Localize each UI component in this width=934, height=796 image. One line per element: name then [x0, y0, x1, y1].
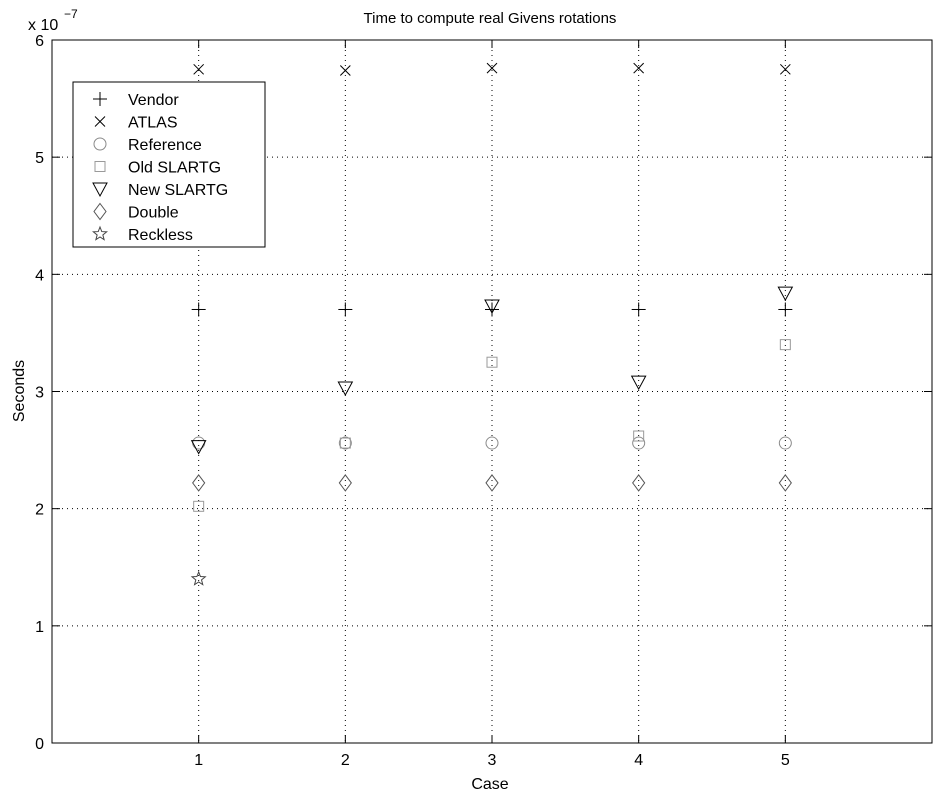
x-tick-label: 1	[194, 752, 203, 769]
data-point	[633, 62, 645, 74]
legend-label: Double	[128, 205, 179, 222]
legend-label: Reference	[128, 137, 202, 154]
legend-label: Old SLARTG	[128, 160, 221, 177]
legend-label: New SLARTG	[128, 182, 228, 199]
data-point	[191, 302, 206, 317]
y-tick-label: 1	[35, 619, 44, 636]
data-point	[632, 474, 646, 492]
y-tick-label: 6	[35, 33, 44, 50]
data-point	[779, 339, 791, 351]
legend-marker	[93, 202, 107, 221]
data-point	[777, 286, 794, 302]
legend-marker	[92, 225, 108, 241]
axes	[51, 39, 933, 744]
data-point	[778, 436, 792, 450]
data-point	[190, 570, 207, 586]
y-tick-label: 2	[35, 502, 44, 519]
data-point	[632, 436, 646, 450]
data-point	[339, 65, 351, 76]
legend: Vendor ATLAS Reference Old SLARTG New SLARTG…	[72, 81, 266, 248]
x-axis-label: Case	[471, 776, 508, 793]
data-point	[778, 302, 793, 317]
data-point	[193, 63, 205, 75]
x-tick-label: 4	[634, 752, 643, 769]
y-tick-label: 5	[35, 150, 44, 167]
data-point	[484, 299, 500, 315]
data-point	[778, 474, 792, 492]
data-point	[485, 302, 499, 317]
legend-label: ATLAS	[128, 115, 178, 132]
y-tick-label: 4	[35, 267, 44, 284]
legend-marker	[93, 92, 107, 106]
x-tick-label: 5	[781, 752, 790, 769]
data-point	[338, 302, 353, 317]
legend-items: Vendor ATLAS Reference Old SLARTG New SLARTG…	[92, 92, 228, 244]
legend-marker	[92, 182, 108, 198]
y-exponent-power: −7	[64, 7, 78, 21]
data-point	[630, 375, 647, 391]
legend-label: Reckless	[128, 227, 193, 244]
data-point	[339, 437, 351, 449]
y-axis-label: Seconds	[11, 360, 28, 422]
legend-marker	[94, 116, 106, 127]
data-point	[338, 474, 352, 492]
grid	[52, 40, 932, 743]
data-point	[486, 62, 498, 74]
legend-marker	[94, 161, 106, 172]
data-point	[485, 474, 499, 492]
legend-label: Vendor	[128, 92, 179, 109]
data-point	[486, 356, 498, 368]
y-exponent-base: x 10	[28, 17, 58, 34]
data-point	[190, 440, 207, 455]
y-tick-label: 0	[35, 736, 44, 753]
data-point	[192, 474, 206, 492]
data-point	[631, 302, 646, 317]
data-point	[338, 436, 352, 450]
y-tick-label: 3	[35, 385, 44, 402]
data-point	[337, 381, 354, 397]
chart-title: Time to compute real Givens rotations	[364, 10, 617, 27]
x-tick-label: 3	[488, 752, 497, 769]
data-point	[779, 63, 791, 75]
x-tick-label: 2	[341, 752, 350, 769]
data-marks	[190, 62, 794, 586]
legend-marker	[93, 137, 107, 151]
tick-labels: 1 2 3 4 5 0 1 2 3 4 5 6	[35, 33, 790, 769]
data-point	[485, 436, 499, 450]
data-point	[633, 430, 645, 442]
data-point	[193, 500, 205, 512]
